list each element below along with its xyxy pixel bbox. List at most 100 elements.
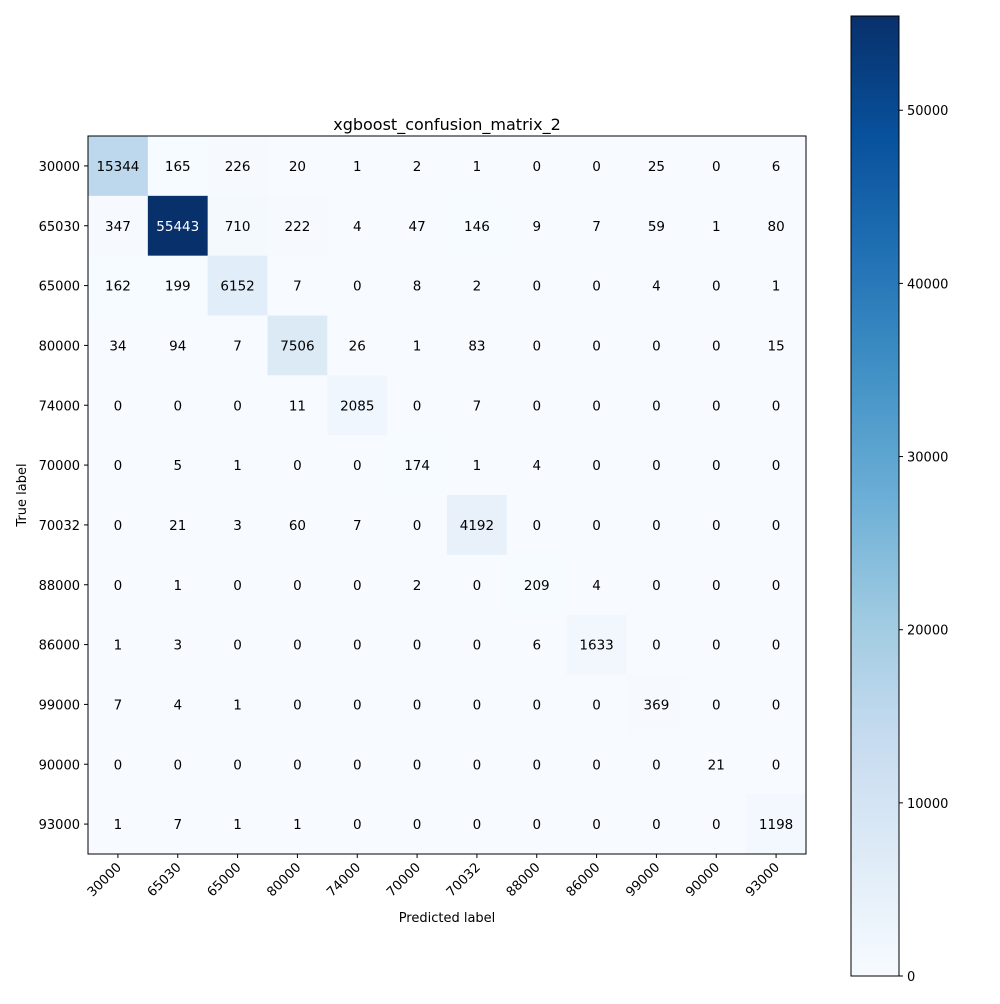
x-axis-ticks: 30000 65030 65000 80000 74000 70000 70032 88000… [85,854,783,900]
cell-value-label: 6152 [220,279,254,295]
heatmap-cell [88,674,149,735]
heatmap-cell [387,674,448,735]
cell-value-label: 0 [532,697,541,713]
cell-value-label: 0 [473,578,482,594]
heatmap-cell [626,554,687,616]
heatmap-cell [686,554,747,616]
cell-value-label: 0 [712,578,721,594]
cell-value-label: 165 [165,159,191,175]
heatmap-cell [746,614,807,675]
cell-value-label: 0 [532,279,541,295]
heatmap-cell [447,195,508,257]
heatmap-cell [566,315,627,376]
cell-value-label: 226 [225,159,251,175]
cell-value-label: 0 [293,757,302,773]
cell-value-label: 209 [524,578,550,594]
cell-value-label: 3 [173,638,182,654]
cell-value-label: 15344 [96,159,139,175]
cell-value-label: 0 [413,757,422,773]
cell-value-label: 0 [772,518,781,534]
heatmap-cell [88,315,149,376]
cell-value-label: 0 [652,398,661,414]
heatmap-cell [506,794,568,855]
heatmap-cell [88,195,149,257]
heatmap-cell [626,674,687,735]
heatmap-cell [746,734,807,795]
heatmap-cell [88,435,149,496]
heatmap-cell [506,614,568,675]
heatmap-cell [506,734,568,795]
heatmap-cell [746,674,807,735]
cell-value-label: 0 [532,159,541,175]
cell-value-label: 0 [652,757,661,773]
cell-value-label: 0 [353,638,362,654]
cell-value-label: 0 [592,697,601,713]
heatmap-cell [506,195,568,257]
heatmap-cell [327,794,388,855]
heatmap-cell [387,255,448,316]
heatmap-cell [88,375,149,436]
cell-value-label: 0 [592,518,601,534]
heatmap-cell [147,315,209,376]
heatmap-cell [387,554,448,616]
heatmap-cell [626,315,687,376]
cell-value-label: 1 [473,159,482,175]
colorbar-tick-label: 10000 [907,797,948,812]
cell-value-label: 0 [712,518,721,534]
heatmap-cell [626,375,687,436]
cell-value-label: 83 [468,338,485,354]
heatmap-cell [88,495,149,556]
cell-value-label: 0 [233,398,242,414]
heatmap-cell [626,255,687,316]
cell-value-label: 21 [169,518,186,534]
x-tick-label: 65030 [145,860,185,900]
heatmap-cell [626,435,687,496]
cell-value-label: 0 [532,518,541,534]
cell-value-label: 2 [413,159,422,175]
heatmap-cell [387,794,448,855]
heatmap-cell [686,195,747,257]
cell-value-label: 80 [767,219,784,235]
cell-value-label: 7 [293,279,302,295]
y-tick-label: 93000 [39,818,80,833]
cell-value-label: 0 [233,578,242,594]
heatmap-cell [686,255,747,316]
cell-value-label: 0 [532,757,541,773]
heatmap-cell [566,674,627,735]
heatmap-cell [447,794,508,855]
heatmap-cell [327,136,388,197]
heatmap-cell [327,255,388,316]
heatmap-cell [686,495,747,556]
heatmap-cell [566,554,627,616]
heatmap-cell [566,614,627,675]
heatmap-cell [447,375,508,436]
cell-value-label: 15 [767,338,784,354]
cell-value-label: 34 [109,338,126,354]
heatmap-cell [626,136,687,197]
heatmap-cell [506,315,568,376]
heatmap-cell [686,136,747,197]
cell-value-label: 0 [473,757,482,773]
cell-value-label: 1633 [579,638,613,654]
cell-value-label: 199 [165,279,191,295]
cell-value-label: 0 [592,279,601,295]
heatmap-cell [447,315,508,376]
heatmap-cell [566,794,627,855]
cell-value-label: 0 [173,398,182,414]
heatmap-cell [147,255,209,316]
heatmap-cell [267,554,328,616]
y-tick-label: 80000 [39,339,80,354]
heatmap-cell [626,614,687,675]
cell-value-label: 7 [473,398,482,414]
cell-value-label: 3 [233,518,242,534]
heatmap-cell [147,734,209,795]
cell-value-label: 11 [289,398,306,414]
heatmap-cell [147,614,209,675]
colorbar-tick-label: 40000 [907,277,948,292]
cell-value-label: 2 [473,279,482,295]
cell-value-label: 4 [652,279,661,295]
heatmap-cell [267,495,328,556]
heatmap-cell [447,495,508,556]
cell-value-label: 0 [712,338,721,354]
